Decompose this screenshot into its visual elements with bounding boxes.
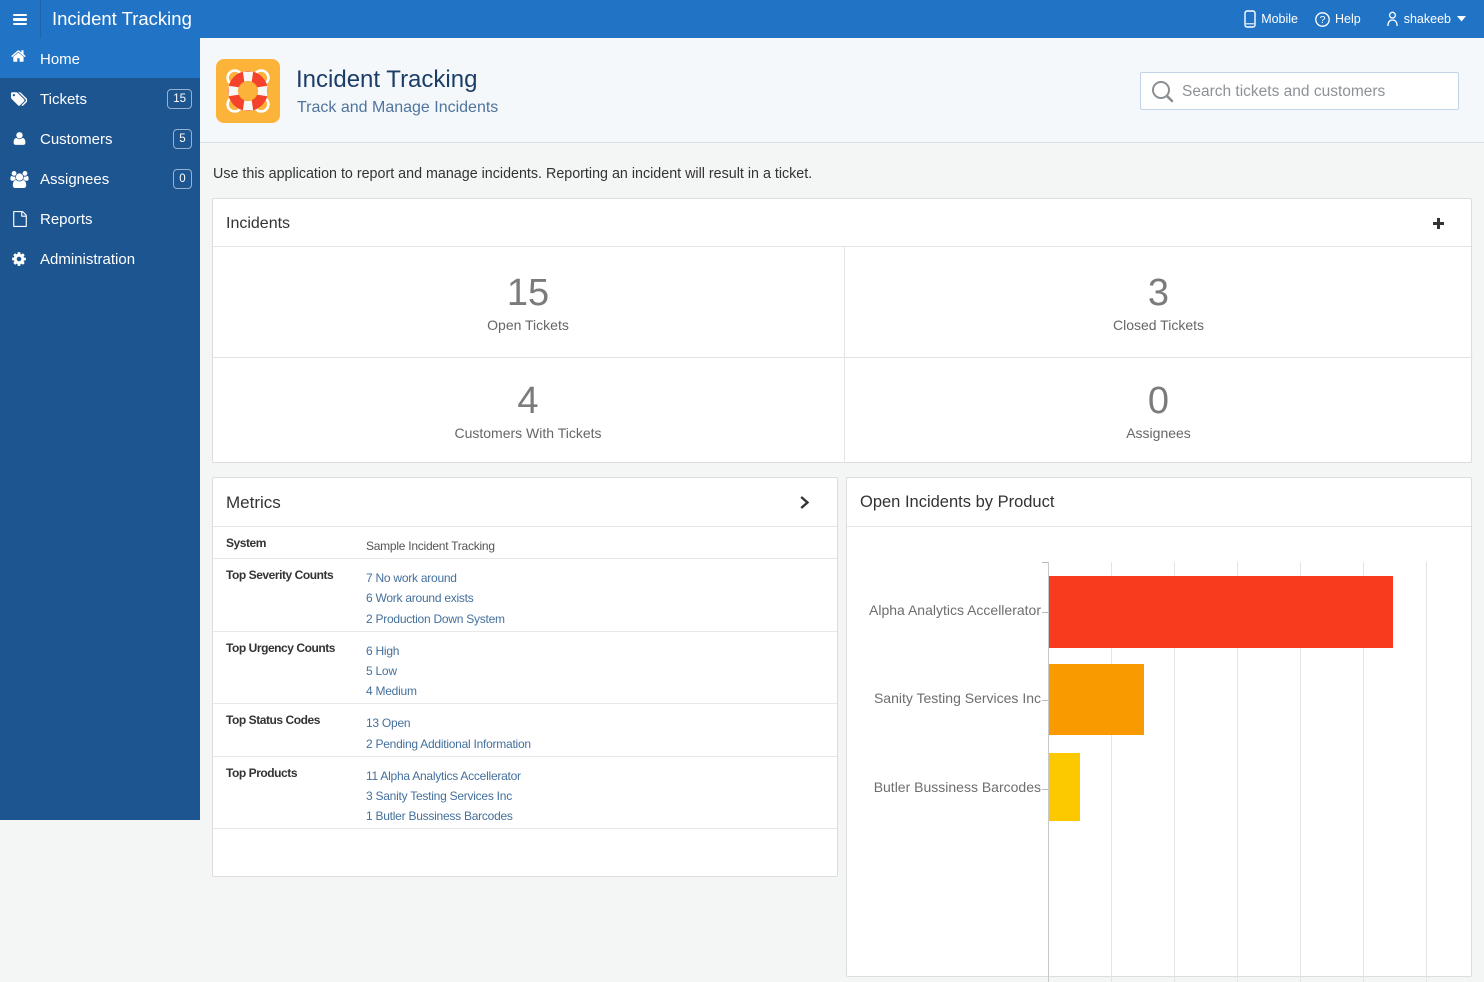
- svg-text:?: ?: [1320, 14, 1326, 26]
